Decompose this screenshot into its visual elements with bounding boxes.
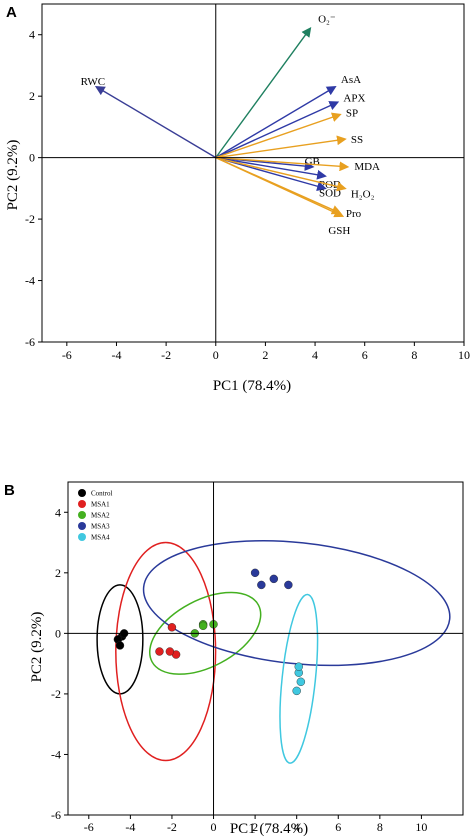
x-tick-label: 8 — [411, 348, 417, 362]
pca-biplot-chart: A RWCO₂⁻AsAAPXSPSSGBMDAPODSODH₂O₂ProGSH … — [5, 3, 470, 394]
loading-label: GSH — [328, 225, 350, 237]
score-point-msa4 — [292, 686, 301, 696]
y-tick-label: -2 — [25, 212, 35, 226]
x-tick-label: -6 — [62, 348, 72, 362]
legend-marker-msa4 — [78, 533, 86, 541]
legend-label: MSA4 — [91, 534, 110, 542]
x-tick-label: -4 — [111, 348, 121, 362]
y-tick-label: 4 — [55, 505, 61, 519]
plot-frame — [67, 481, 464, 816]
loading-label: Pro — [346, 208, 362, 220]
y-tick-label: 4 — [29, 28, 35, 42]
legend-label: MSA2 — [91, 512, 110, 520]
legend-marker-msa1 — [78, 500, 86, 508]
legend-label: Control — [91, 490, 112, 498]
score-point-control — [115, 641, 125, 650]
score-point-msa3 — [257, 580, 266, 590]
loading-label: SOD — [319, 187, 341, 199]
panel-b-letter: B — [4, 482, 15, 499]
y-axis-title: PC2 (9.2%) — [5, 140, 21, 211]
x-tick-label: 0 — [211, 820, 217, 834]
y-axis-title: PC2 (9.2%) — [29, 612, 45, 683]
loading-label: RWC — [81, 76, 105, 88]
legend-label: MSA1 — [91, 501, 110, 509]
pca-score-plot-chart: B -6 -4 -2 0 2 4 6 8 10 -6 -4 -2 0 2 4 Control MSA1 MSA2… — [4, 481, 464, 837]
confidence-ellipse-msa2 — [148, 591, 262, 675]
confidence-ellipse-msa4 — [279, 593, 319, 764]
panel-a-letter: A — [6, 4, 17, 21]
loading-label: SP — [346, 108, 358, 120]
loading-label: MDA — [354, 161, 380, 173]
y-tick-label: -6 — [51, 808, 61, 822]
loading-vector-apx — [215, 101, 340, 159]
legend-marker-msa3 — [78, 522, 86, 530]
loading-vector-rwc — [94, 85, 217, 159]
x-tick-label: -2 — [161, 348, 171, 362]
x-tick-label: -2 — [167, 820, 177, 834]
score-point-msa1 — [165, 647, 175, 656]
loading-vector-mda — [215, 156, 350, 172]
loading-vector-gsh — [215, 157, 345, 218]
score-point-msa4 — [296, 677, 306, 686]
score-point-msa2 — [198, 621, 208, 630]
x-tick-label: 6 — [362, 348, 368, 362]
loading-label: O₂⁻ — [318, 14, 336, 26]
x-axis-title: PC1 (78.4%) — [230, 821, 308, 837]
x-tick-label: 0 — [213, 348, 219, 362]
x-tick-label: -6 — [84, 820, 94, 834]
x-tick-label: 10 — [415, 820, 427, 834]
y-tick-label: 2 — [29, 89, 35, 103]
score-point-msa4 — [294, 662, 303, 671]
legend-marker-msa2 — [78, 511, 86, 519]
y-tick-label: -4 — [51, 747, 61, 761]
loading-vector-asa — [215, 85, 337, 159]
score-point-msa3 — [269, 574, 279, 584]
loading-label: AsA — [341, 74, 361, 86]
confidence-ellipse-msa3 — [142, 540, 451, 667]
x-tick-label: 2 — [262, 348, 268, 362]
score-point-msa3 — [250, 568, 260, 578]
loading-vector-ss — [215, 135, 347, 159]
x-tick-label: -4 — [125, 820, 135, 834]
loading-vector-pod — [215, 156, 327, 180]
x-tick-label: 6 — [335, 820, 341, 834]
loading-label: SS — [351, 134, 363, 146]
score-point-msa1 — [155, 647, 164, 656]
y-tick-label: -4 — [25, 274, 35, 288]
loading-label: APX — [343, 92, 365, 104]
x-tick-label: 2 — [252, 820, 258, 834]
legend-label: MSA3 — [91, 523, 110, 531]
y-tick-label: 0 — [55, 626, 61, 640]
y-tick-label: 0 — [29, 151, 35, 165]
loading-vector-h-o — [215, 156, 347, 192]
y-tick-label: -2 — [51, 687, 61, 701]
x-axis-title: PC1 (78.4%) — [213, 378, 291, 394]
plot-frame — [41, 3, 465, 343]
x-tick-label: 8 — [377, 820, 383, 834]
loading-vector-o — [215, 26, 312, 159]
score-point-msa3 — [284, 580, 293, 590]
x-tick-label: 10 — [458, 348, 470, 362]
y-tick-label: 2 — [55, 566, 61, 580]
y-tick-label: -6 — [25, 335, 35, 349]
x-tick-label: 4 — [294, 820, 300, 834]
confidence-ellipse-msa1 — [115, 541, 217, 762]
loading-vector-sp — [215, 112, 342, 159]
legend: Control MSA1 MSA2 MSA3 MSA4 — [78, 489, 112, 542]
x-tick-label: 4 — [312, 348, 318, 362]
legend-marker-control — [78, 489, 86, 497]
loading-label: H₂O₂ — [351, 188, 375, 200]
score-point-msa1 — [167, 623, 177, 632]
loading-vector-sod — [215, 156, 327, 191]
